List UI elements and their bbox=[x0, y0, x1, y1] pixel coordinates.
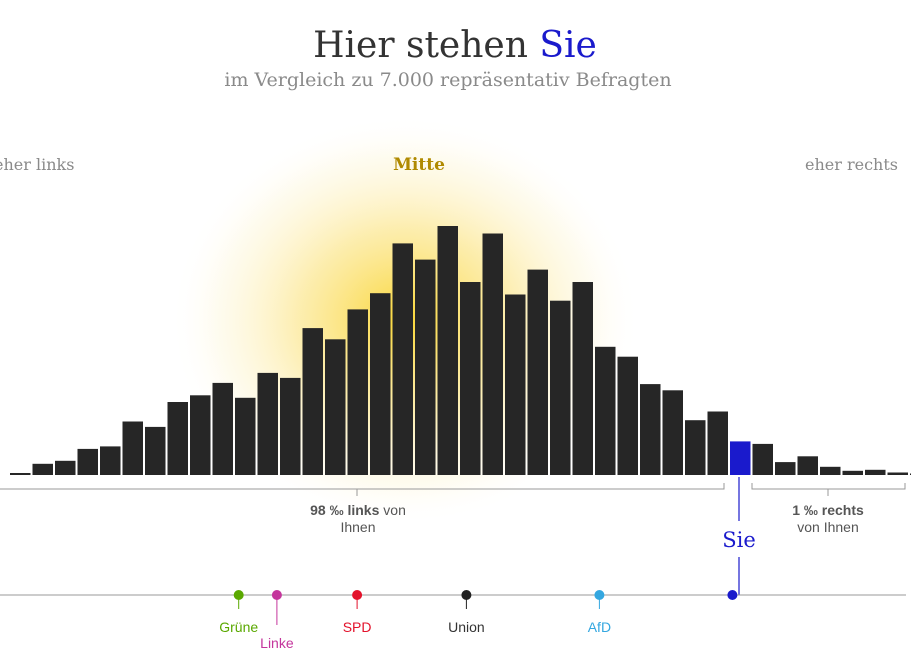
you-label: Sie bbox=[722, 528, 756, 552]
subtitle: im Vergleich zu 7.000 repräsentativ Befr… bbox=[224, 69, 671, 91]
histogram-bar bbox=[505, 294, 526, 475]
histogram-bar bbox=[707, 411, 728, 475]
party-label: AfD bbox=[588, 619, 611, 635]
histogram-bar bbox=[460, 282, 481, 475]
histogram-bar bbox=[775, 462, 796, 475]
histogram-bar bbox=[685, 420, 706, 475]
histogram-bar bbox=[325, 339, 346, 475]
summary-left-line2: Ihnen bbox=[340, 519, 375, 535]
histogram-bar bbox=[595, 346, 616, 475]
bracket-right bbox=[751, 483, 906, 496]
histogram-bar bbox=[167, 402, 188, 475]
title-highlight: Sie bbox=[539, 25, 596, 66]
histogram-bar bbox=[662, 390, 683, 475]
label-center: Mitte bbox=[393, 155, 445, 175]
label-right: eher rechts bbox=[805, 155, 898, 174]
histogram-bar bbox=[235, 397, 256, 475]
histogram-bar bbox=[482, 233, 503, 475]
histogram-bars bbox=[10, 226, 911, 475]
bracket-left bbox=[0, 483, 725, 496]
histogram-bar bbox=[145, 426, 166, 475]
party-label: SPD bbox=[343, 619, 372, 635]
histogram-bar bbox=[55, 460, 76, 475]
summary-left-value: 98 ‰ links bbox=[310, 502, 379, 518]
histogram-bar bbox=[527, 269, 548, 475]
histogram-bar bbox=[122, 421, 143, 475]
histogram-bar bbox=[617, 356, 638, 475]
histogram-bar bbox=[257, 372, 278, 475]
histogram-bar bbox=[550, 300, 571, 475]
histogram-bar bbox=[347, 309, 368, 475]
title-main: Hier stehen bbox=[313, 25, 528, 66]
histogram-bar bbox=[190, 395, 211, 475]
histogram-bar bbox=[370, 293, 391, 475]
histogram-bar bbox=[302, 328, 323, 475]
histogram-bar bbox=[212, 382, 233, 475]
histogram-bar bbox=[752, 443, 773, 475]
histogram-bar bbox=[32, 463, 53, 475]
party-label: Union bbox=[448, 619, 485, 635]
party-label: Grüne bbox=[219, 619, 258, 635]
label-left: eher links bbox=[0, 155, 74, 174]
histogram-bar bbox=[572, 282, 593, 475]
you-dot bbox=[727, 590, 738, 600]
histogram-bar bbox=[437, 226, 458, 475]
summary-right-value: 1 ‰ rechts bbox=[792, 502, 864, 518]
page-title: Hier stehen Sie bbox=[313, 25, 597, 66]
histogram-bar bbox=[415, 259, 436, 475]
histogram-bar bbox=[100, 446, 121, 475]
histogram-bar bbox=[842, 470, 863, 475]
party-label: Linke bbox=[260, 635, 294, 651]
histogram-bar bbox=[640, 384, 661, 475]
histogram-bar bbox=[10, 473, 31, 475]
summary-right-line2: von Ihnen bbox=[797, 519, 859, 535]
histogram-bar bbox=[280, 377, 301, 475]
histogram-bar bbox=[887, 472, 908, 475]
histogram-bar bbox=[392, 243, 413, 475]
histogram-bar bbox=[797, 456, 818, 475]
histogram-bar bbox=[865, 469, 886, 475]
histogram-bar bbox=[820, 466, 841, 475]
you-bar bbox=[730, 441, 751, 475]
summary-left-line1: 98 ‰ links von bbox=[310, 502, 406, 518]
histogram-bar bbox=[77, 448, 98, 475]
summary-left-suffix: von bbox=[383, 502, 406, 518]
